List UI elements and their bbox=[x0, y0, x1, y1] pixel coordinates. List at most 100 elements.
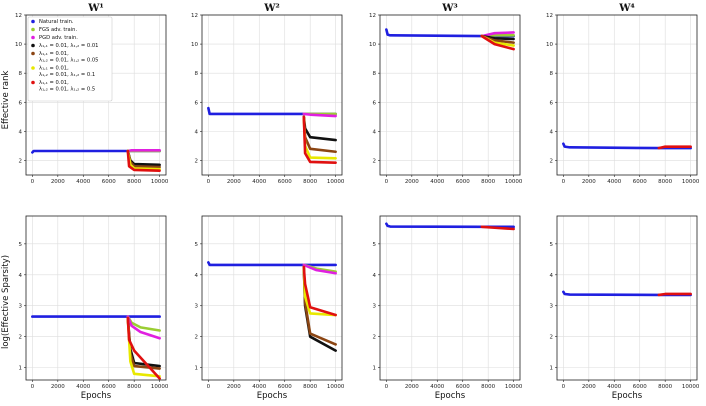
x-axis-label: Epochs bbox=[81, 391, 112, 401]
legend-entry: λ₁,₁ = 0.01,λ₁,₂ = 0.01, λ₁,₂ = 0.1 bbox=[31, 66, 95, 78]
x-tick-label: 8000 bbox=[481, 384, 495, 390]
x-tick-label: 10000 bbox=[151, 384, 169, 390]
y-tick-label: 4 bbox=[550, 273, 554, 279]
y-tick-label: 8 bbox=[373, 71, 377, 77]
legend-label-line2: λ₁,₂ = 0.01, λ₁,₂ = 0.05 bbox=[39, 58, 98, 64]
y-tick-label: 1 bbox=[373, 366, 377, 372]
x-tick-label: 10000 bbox=[682, 384, 700, 390]
plot-frame bbox=[556, 215, 698, 381]
legend-marker bbox=[31, 43, 35, 48]
series-line-3 bbox=[126, 148, 161, 153]
x-tick-label: 6000 bbox=[278, 384, 292, 390]
legend-marker bbox=[31, 51, 35, 56]
y-tick-label: 10 bbox=[15, 42, 22, 48]
y-tick-label: 2 bbox=[19, 158, 23, 164]
legend: Natural train. FGS adv. train. PGD adv. tr… bbox=[27, 16, 113, 102]
legend-entry: λ₁,₁ = 0.01,λ₁,₂ = 0.01, λ₁,₂ = 0.5 bbox=[31, 80, 95, 93]
y-tick-label: 4 bbox=[550, 129, 554, 135]
y-tick-label: 5 bbox=[19, 242, 23, 248]
y-tick-label: 4 bbox=[373, 273, 377, 279]
series-line-7 bbox=[302, 115, 337, 164]
plot-frame bbox=[379, 215, 521, 381]
y-tick-label: 8 bbox=[19, 71, 23, 77]
x-tick-label: 4000 bbox=[252, 179, 266, 185]
x-tick-label: 2000 bbox=[51, 384, 65, 390]
x-tick-label: 6000 bbox=[633, 384, 647, 390]
y-tick-label: 4 bbox=[19, 273, 23, 279]
x-tick-label: 8000 bbox=[658, 384, 672, 390]
panel-3: 0 2000 4000 6000 8000 10000 2 4 6 8 10 12 W³ bbox=[369, 3, 523, 185]
y-tick-label: 2 bbox=[550, 335, 554, 341]
y-tick-label: 1 bbox=[195, 366, 199, 372]
y-tick-label: 2 bbox=[373, 335, 377, 341]
panel-title: W² bbox=[263, 3, 280, 14]
y-tick-label: 1 bbox=[19, 366, 23, 372]
y-tick-label: 6 bbox=[373, 100, 377, 106]
x-tick-label: 6000 bbox=[102, 384, 116, 390]
y-tick-label: 10 bbox=[369, 42, 376, 48]
series-line-1 bbox=[385, 222, 515, 229]
y-tick-label: 6 bbox=[195, 100, 199, 106]
x-axis-label: Epochs bbox=[612, 391, 643, 401]
legend-entry: Natural train. bbox=[31, 19, 74, 25]
legend-label: Natural train. bbox=[39, 19, 74, 25]
x-tick-label: 2000 bbox=[405, 384, 419, 390]
plot-frame bbox=[379, 14, 521, 176]
legend-entry: λ₁,₁ = 0.01,λ₁,₂ = 0.01, λ₁,₂ = 0.05 bbox=[31, 51, 98, 64]
x-axis-label: Epochs bbox=[435, 391, 466, 401]
x-tick-label: 10000 bbox=[682, 179, 700, 185]
legend-label: λ₁,₁ = 0.01, λ₁,₂ = 0.01 bbox=[39, 43, 98, 49]
y-tick-label: 3 bbox=[19, 304, 23, 310]
plot-frame bbox=[201, 14, 343, 176]
series-line-1 bbox=[207, 261, 337, 267]
y-tick-label: 3 bbox=[373, 304, 377, 310]
x-tick-label: 2000 bbox=[582, 384, 596, 390]
series-line-4 bbox=[302, 115, 337, 142]
series-line-2 bbox=[657, 292, 692, 297]
legend-label: λ₁,₁ = 0.01, bbox=[39, 66, 69, 72]
x-tick-label: 0 bbox=[207, 179, 211, 185]
x-tick-label: 0 bbox=[562, 179, 566, 185]
panel-2: 0 2000 4000 6000 8000 10000 2 4 6 8 10 12 W² bbox=[191, 3, 345, 185]
x-tick-label: 8000 bbox=[658, 179, 672, 185]
legend-entry: PGD adv. train. bbox=[31, 35, 78, 41]
y-tick-label: 3 bbox=[195, 304, 199, 310]
y-tick-label: 12 bbox=[546, 13, 553, 19]
x-tick-label: 4000 bbox=[76, 179, 90, 185]
series-line-2 bbox=[657, 145, 692, 150]
legend-entry: FGS adv. train. bbox=[31, 27, 77, 33]
x-tick-label: 0 bbox=[31, 384, 35, 390]
panel-title: W¹ bbox=[87, 3, 104, 14]
plot-frame bbox=[25, 14, 167, 176]
y-tick-label: 12 bbox=[191, 13, 198, 19]
x-tick-label: 8000 bbox=[303, 179, 317, 185]
x-tick-label: 2000 bbox=[227, 179, 241, 185]
panel-4: 0 2000 4000 6000 8000 10000 2 4 6 8 10 12 W⁴ bbox=[546, 3, 700, 185]
x-tick-label: 2000 bbox=[405, 179, 419, 185]
x-tick-label: 4000 bbox=[252, 384, 266, 390]
legend-label: λ₁,₁ = 0.01, bbox=[39, 51, 69, 57]
legend-marker bbox=[31, 80, 35, 85]
x-tick-label: 6000 bbox=[278, 179, 292, 185]
y-tick-label: 2 bbox=[19, 335, 23, 341]
x-tick-label: 0 bbox=[562, 384, 566, 390]
x-tick-label: 6000 bbox=[456, 384, 470, 390]
x-tick-label: 0 bbox=[385, 179, 389, 185]
panel-7: 0 2000 4000 6000 8000 10000 1 2 3 4 5 Epochs bbox=[373, 215, 523, 401]
series-line-3 bbox=[302, 112, 337, 118]
x-tick-label: 10000 bbox=[151, 179, 169, 185]
panel-6: 0 2000 4000 6000 8000 10000 1 2 3 4 5 Epochs bbox=[195, 215, 345, 401]
y-tick-label: 4 bbox=[195, 129, 199, 135]
y-tick-label: 10 bbox=[546, 42, 553, 48]
legend-label-line2: λ₁,₂ = 0.01, λ₁,₂ = 0.5 bbox=[39, 87, 95, 93]
y-tick-label: 1 bbox=[550, 366, 554, 372]
y-tick-label: 6 bbox=[550, 100, 554, 106]
y-tick-label: 8 bbox=[195, 71, 199, 77]
x-tick-label: 10000 bbox=[505, 384, 523, 390]
series-line-3 bbox=[126, 315, 161, 340]
x-tick-label: 6000 bbox=[456, 179, 470, 185]
x-tick-label: 8000 bbox=[127, 179, 141, 185]
panel-8: 0 2000 4000 6000 8000 10000 1 2 3 4 5 Epochs bbox=[550, 215, 700, 401]
